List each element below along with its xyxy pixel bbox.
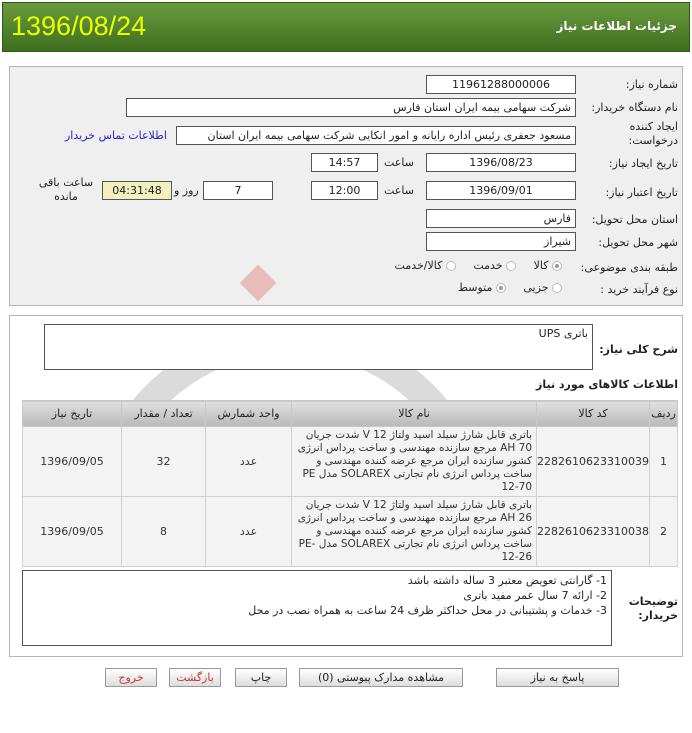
category-both-radio[interactable] [445,261,456,271]
goods-qty: 32 [121,426,207,497]
goods-code: 2282610623310039 [536,426,650,497]
process-radio-group: جزیی متوسط [458,281,562,294]
process-medium-radio[interactable] [495,283,506,293]
category-label: طبقه بندی موضوعی: [580,261,678,274]
goods-table: ردیف کد کالا نام کالا واحد شمارش تعداد /… [21,400,678,567]
process-medium-label: متوسط [457,281,493,294]
valid-time-label: ساعت [384,184,414,197]
created-date-field: 1396/08/23 [426,153,576,172]
buyer-contact-link[interactable]: اطلاعات تماس خریدار [65,129,167,142]
col-row: ردیف [649,400,678,427]
goods-section-title: اطلاعات کالاهای مورد نیاز [536,378,678,391]
category-goods-label: کالا [533,259,549,272]
page-header: جزئیات اطلاعات نیاز 1396/08/24 [2,2,690,52]
goods-qty: 8 [121,496,207,567]
goods-name: باتری قابل شارژ سیلد اسید ولتاژ 12 V شدت… [291,426,538,497]
creator-label: ایجاد کننده درخواست: [628,120,678,147]
process-minor-label: جزیی [523,281,549,294]
goods-unit: عدد [205,496,293,567]
category-both-label: کالا/خدمت [394,259,443,272]
province-label: استان محل تحویل: [591,213,678,226]
need-number-field: 11961288000006 [426,75,576,94]
row-number: 2 [649,496,678,567]
notes-label: توضیحات خریدار: [628,595,678,622]
time-remaining-field: 04:31:48 [102,181,172,200]
buyer-field: شرکت سهامی بیمه ایران استان فارس [126,98,576,117]
remaining-label: ساعت باقی مانده [38,176,94,203]
goods-panel [9,315,683,657]
created-time-field: 14:57 [311,153,378,172]
col-qty: تعداد / مقدار [121,400,207,427]
note-line: 2- ارائه 7 سال عمر مفید باتری [463,589,607,602]
city-label: شهر محل تحویل: [598,236,678,249]
process-minor-radio[interactable] [552,283,562,293]
col-name: نام کالا [291,400,538,427]
view-attachments-button[interactable]: مشاهده مدارک پیوستی (0) [299,668,463,687]
table-row: 2 2282610623310038 باتری قابل شارژ سیلد … [21,496,678,567]
category-service-radio[interactable] [506,261,517,271]
description-label: شرح کلی نیاز: [599,343,678,356]
exit-button[interactable]: خروج [105,668,157,687]
description-field: باتری UPS [44,324,593,370]
reply-button[interactable]: پاسخ به نیاز [496,668,619,687]
goods-code: 2282610623310038 [536,496,650,567]
goods-unit: عدد [205,426,293,497]
creator-field: مسعود جعفری رئیس اداره رایانه و امور انک… [176,126,576,145]
goods-table-header: ردیف کد کالا نام کالا واحد شمارش تعداد /… [21,400,678,427]
buyer-label: نام دستگاه خریدار: [591,101,678,114]
note-line: 3- خدمات و پشتیبانی در محل حداکثر ظرف 24… [248,604,607,617]
valid-time-field: 12:00 [311,181,378,200]
back-button[interactable]: بازگشت [169,668,221,687]
row-number: 1 [649,426,678,497]
print-button[interactable]: چاپ [235,668,287,687]
valid-date-label: تاریخ اعتبار نیاز: [605,186,678,199]
valid-date-field: 1396/09/01 [426,181,576,200]
province-field: فارس [426,209,576,228]
col-unit: واحد شمارش [205,400,293,427]
city-field: شیراز [426,232,576,251]
need-number-label: شماره نیاز: [625,78,678,91]
created-date-label: تاریخ ایجاد نیاز: [608,157,678,170]
process-label: نوع فرآیند خرید : [600,283,678,296]
page-title: جزئیات اطلاعات نیاز [556,19,677,33]
goods-name: باتری قابل شارژ سیلد اسید ولتاژ 12 V شدت… [291,496,538,567]
created-time-label: ساعت [384,156,414,169]
days-remaining-field: 7 [203,181,273,200]
buyer-notes-field: 1- گارانتی تعویض معتبر 3 ساله داشته باشد… [22,570,612,646]
col-code: کد کالا [536,400,650,427]
goods-date: 1396/09/05 [21,426,123,497]
days-label: روز و [174,184,199,197]
category-service-label: خدمت [473,259,503,272]
col-date: تاریخ نیاز [21,400,123,427]
category-radio-group: کالا خدمت کالا/خدمت [395,259,562,272]
goods-date: 1396/09/05 [21,496,123,567]
category-goods-radio[interactable] [552,261,562,271]
header-date: 1396/08/24 [11,11,147,41]
table-row: 1 2282610623310039 باتری قابل شارژ سیلد … [21,426,678,497]
note-line: 1- گارانتی تعویض معتبر 3 ساله داشته باشد [407,574,607,587]
